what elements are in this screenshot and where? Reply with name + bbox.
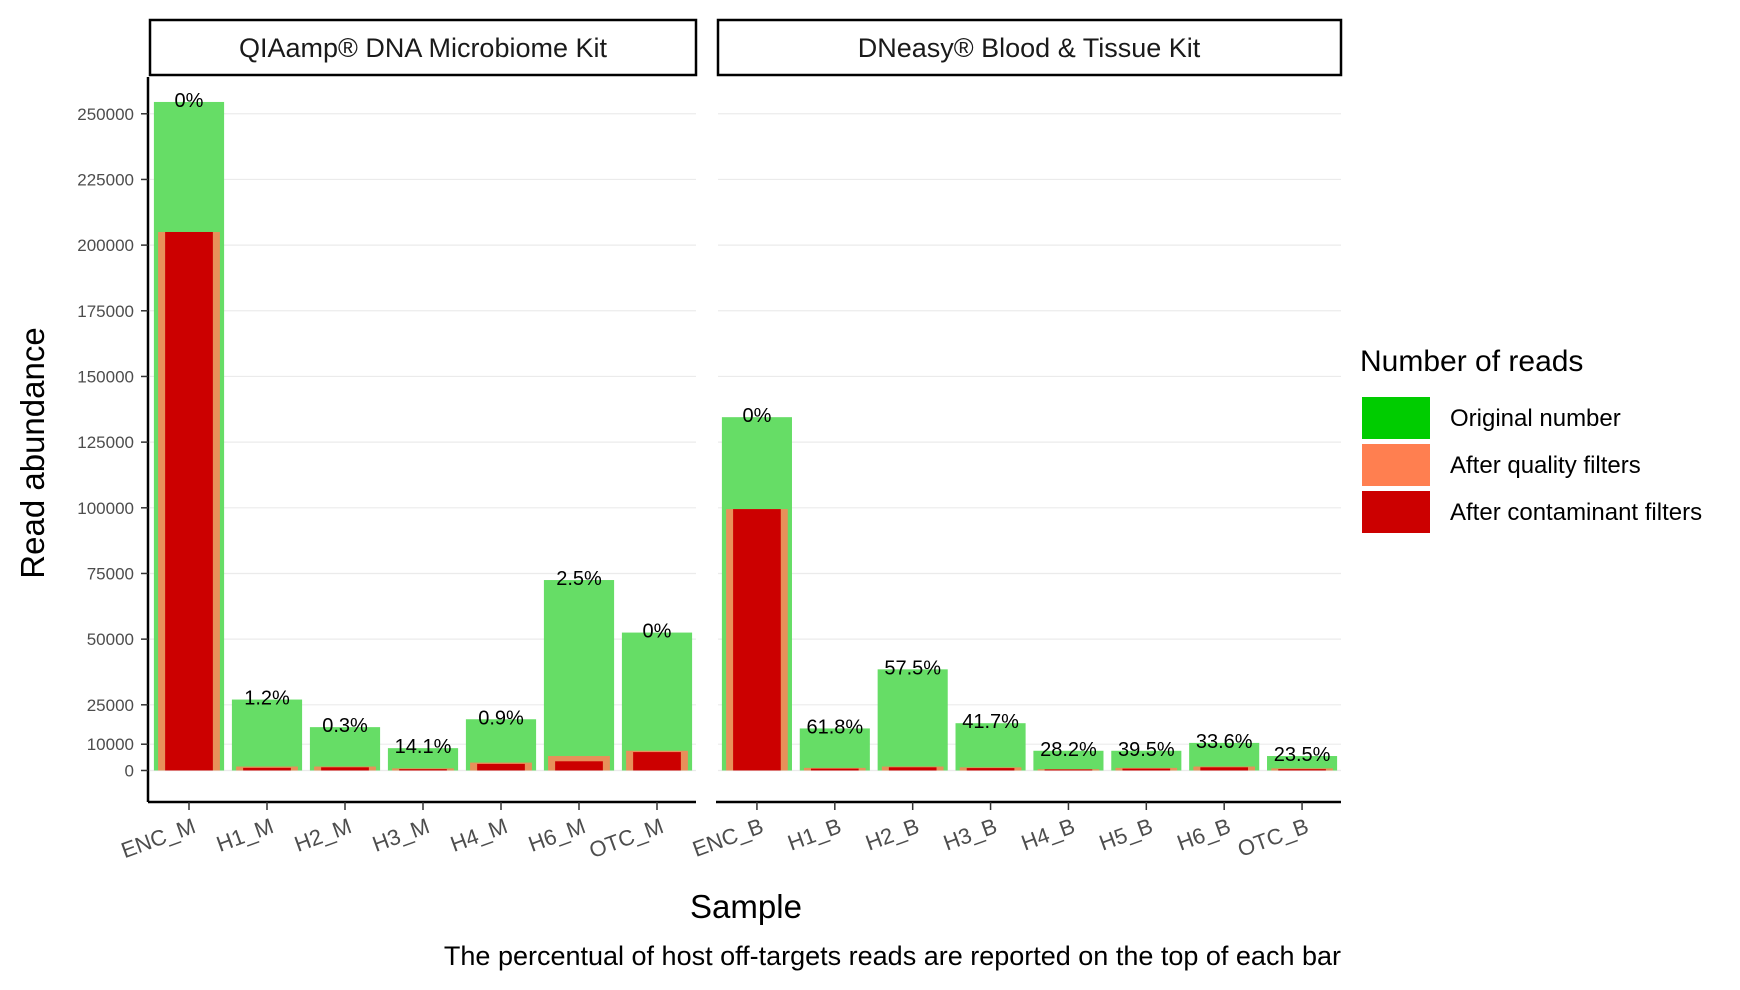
bar-original-H4_B — [1033, 750, 1104, 771]
x-tick-label-OTC_B: OTC_B — [1234, 813, 1311, 862]
bar-contaminant-H1_B — [810, 768, 859, 771]
y-tick-label-5: 100000 — [77, 499, 134, 518]
bar-label-H6_M: 2.5% — [556, 568, 602, 590]
bar-original-H2_B — [877, 669, 948, 771]
y-tick-label-10: 225000 — [77, 170, 134, 189]
bar-label-OTC_M: 0% — [643, 621, 672, 643]
x-tick-label-H4_M: H4_M — [447, 813, 511, 857]
legend-label-1: After quality filters — [1450, 452, 1641, 479]
bar-contaminant-H6_B — [1200, 767, 1249, 771]
bar-contaminant-H3_M — [399, 769, 447, 771]
bar-original-H3_B — [955, 723, 1026, 771]
legend-swatch-2 — [1362, 491, 1430, 533]
bars — [153, 101, 1338, 771]
bar-original-H6_M — [543, 580, 615, 771]
x-tick-label-H3_M: H3_M — [369, 813, 433, 857]
bar-label-H2_B: 57.5% — [884, 657, 941, 679]
bar-label-H5_B: 39.5% — [1118, 739, 1175, 761]
x-axis-title: Sample — [690, 888, 802, 925]
y-tick-label-0: 0 — [125, 761, 134, 780]
legend-swatch-1 — [1362, 444, 1430, 486]
panel-0-strip: QIAamp® DNA Microbiome Kit — [148, 18, 698, 77]
panel-0-title: QIAamp® DNA Microbiome Kit — [239, 33, 607, 63]
legend-title: Number of reads — [1360, 345, 1583, 378]
y-tick-label-1: 10000 — [87, 735, 134, 754]
bar-original-H5_B — [1111, 750, 1182, 771]
y-tick-label-2: 25000 — [87, 696, 134, 715]
x-tick-label-H6_M: H6_M — [525, 813, 589, 857]
bar-contaminant-H4_B — [1044, 769, 1093, 771]
bar-label-H1_M: 1.2% — [244, 688, 290, 710]
y-tick-label-7: 150000 — [77, 367, 134, 386]
bar-contaminant-H6_M — [555, 761, 603, 771]
x-tick-label-ENC_M: ENC_M — [118, 813, 199, 863]
bar-original-OTC_M — [621, 632, 693, 771]
bar-label-H4_B: 28.2% — [1040, 739, 1097, 761]
y-axis-title: Read abundance — [14, 327, 51, 578]
legend: Number of reads Original number After qua… — [1360, 345, 1702, 533]
x-tick-label-ENC_B: ENC_B — [689, 813, 766, 862]
bar-original-H4_M — [465, 719, 537, 771]
legend-label-0: Original number — [1450, 405, 1621, 432]
y-tick-label-4: 75000 — [87, 564, 134, 583]
bar-label-H2_M: 0.3% — [322, 715, 368, 737]
bar-label-H1_B: 61.8% — [806, 716, 863, 738]
bar-original-H6_B — [1189, 742, 1260, 771]
y-tick-label-9: 200000 — [77, 236, 134, 255]
bar-contaminant-H2_M — [321, 767, 369, 771]
bar-contaminant-H4_M — [477, 763, 525, 771]
y-tick-label-6: 125000 — [77, 433, 134, 452]
bar-label-H4_M: 0.9% — [478, 707, 524, 729]
legend-label-2: After contaminant filters — [1450, 499, 1702, 526]
bar-contaminant-OTC_B — [1278, 769, 1326, 771]
x-tick-label-H5_B: H5_B — [1096, 813, 1156, 855]
bar-label-OTC_B: 23.5% — [1274, 744, 1331, 766]
bar-label-ENC_B: 0% — [742, 405, 771, 427]
bar-label-H3_M: 14.1% — [395, 736, 452, 758]
x-tick-label-H2_M: H2_M — [291, 813, 355, 857]
panel-1-strip-box — [716, 18, 1343, 77]
bar-original-OTC_B — [1267, 756, 1338, 771]
bar-original-H2_M — [309, 727, 381, 771]
x-tick-label-OTC_M: OTC_M — [586, 813, 667, 863]
bar-contaminant-H5_B — [1122, 768, 1171, 771]
bar-label-H6_B: 33.6% — [1196, 731, 1253, 753]
bar-contaminant-H3_B — [966, 768, 1015, 771]
bar-contaminant-ENC_B — [733, 509, 781, 771]
bar-label-H3_B: 41.7% — [962, 711, 1019, 733]
bar-contaminant-H2_B — [888, 767, 937, 771]
x-tick-label-H2_B: H2_B — [862, 813, 922, 855]
x-tick-label-H4_B: H4_B — [1018, 813, 1078, 855]
bar-contaminant-ENC_M — [165, 231, 213, 771]
bar-original-H1_B — [799, 728, 870, 771]
bar-contaminant-H1_M — [243, 767, 291, 771]
panel-1-strip: DNeasy® Blood & Tissue Kit — [716, 18, 1343, 77]
panel-1-title: DNeasy® Blood & Tissue Kit — [858, 33, 1201, 63]
y-tick-label-8: 175000 — [77, 302, 134, 321]
bar-contaminant-OTC_M — [633, 752, 681, 771]
y-tick-label-11: 250000 — [77, 105, 134, 124]
bar-value-labels: 0% 1.2% 0.3% 14.1% 0.9% 2.5% 0% 0% 61.8% 57.5% 41.… — [175, 90, 1331, 766]
bar-original-H3_M — [387, 748, 459, 771]
caption: The percentual of host off-targets reads… — [444, 941, 1341, 971]
y-tick-label-3: 50000 — [87, 630, 134, 649]
legend-swatch-0 — [1362, 397, 1430, 439]
x-tick-label-H3_B: H3_B — [940, 813, 1000, 855]
x-tick-label-H1_B: H1_B — [784, 813, 844, 855]
x-tick-label-H6_B: H6_B — [1174, 813, 1234, 855]
bar-label-ENC_M: 0% — [175, 90, 204, 112]
y-axis: 0 10000 25000 50000 75000 100000 125000 150000 1… — [77, 77, 150, 802]
bar-original-H1_M — [231, 699, 303, 771]
panel-0-strip-box — [148, 18, 698, 77]
x-tick-label-H1_M: H1_M — [213, 813, 277, 857]
